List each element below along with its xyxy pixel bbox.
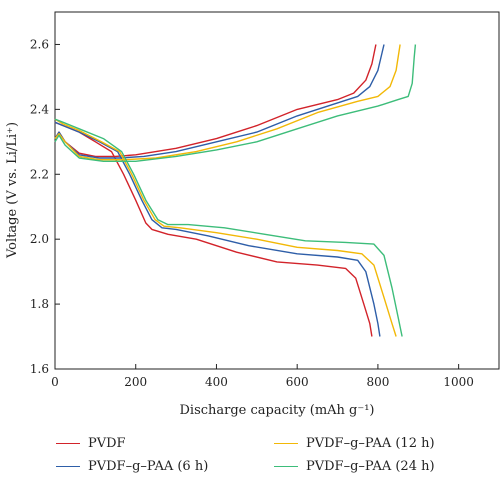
legend-item-pvdf-g-paa-24h: PVDF–g–PAA (24 h) — [274, 459, 435, 474]
ticks: 0 200 400 600 800 1000 1.6 1.8 2.0 2.2 2.4 2.6 — [30, 37, 474, 389]
y-tick-label: 1.8 — [30, 297, 49, 311]
legend-swatch-pvdf-g-paa-24h — [274, 466, 298, 467]
series-pvdf-g-paa-12h-charge-line — [54, 44, 401, 161]
series-pvdf-g-paa-24h-discharge-line — [54, 118, 403, 337]
legend-swatch-pvdf-g-paa-6h — [56, 466, 80, 467]
legend-item-pvdf-g-paa-12h: PVDF–g–PAA (12 h) — [274, 436, 435, 451]
x-axis-title: Discharge capacity (mAh g⁻¹) — [179, 403, 374, 418]
series-pvdf-discharge-line — [54, 121, 373, 337]
y-tick-label: 2.2 — [30, 167, 49, 181]
x-tick-label: 400 — [205, 375, 228, 389]
y-tick-label: 2.6 — [30, 37, 49, 51]
x-tick-label: 800 — [366, 375, 389, 389]
legend-swatch-pvdf — [56, 443, 80, 444]
series-lines — [54, 44, 417, 337]
x-tick-label: 0 — [51, 375, 59, 389]
legend-item-pvdf-g-paa-6h: PVDF–g–PAA (6 h) — [56, 459, 208, 474]
legend-label-pvdf-g-paa-24h: PVDF–g–PAA (24 h) — [306, 459, 435, 474]
legend-label-pvdf-g-paa-12h: PVDF–g–PAA (12 h) — [306, 436, 435, 451]
legend-swatch-pvdf-g-paa-12h — [274, 443, 298, 444]
y-tick-label: 1.6 — [30, 362, 49, 376]
plot-area — [54, 11, 500, 370]
series-pvdf-g-paa-6h-charge-line — [54, 44, 385, 159]
series-pvdf-g-paa-6h-discharge-line — [54, 121, 381, 337]
series-pvdf-charge-line — [54, 44, 377, 158]
x-tick-label: 600 — [286, 375, 309, 389]
y-tick-label: 2.4 — [30, 102, 49, 116]
legend-label-pvdf-g-paa-6h: PVDF–g–PAA (6 h) — [88, 459, 209, 474]
x-tick-label: 200 — [124, 375, 147, 389]
x-tick-label: 1000 — [443, 375, 474, 389]
legend: PVDF PVDF–g–PAA (6 h) PVDF–g–PAA (12 h) … — [0, 428, 500, 480]
series-pvdf-g-paa-24h-charge-line — [54, 44, 417, 162]
legend-label-pvdf: PVDF — [88, 436, 126, 451]
y-tick-label: 2.0 — [30, 232, 49, 246]
legend-item-pvdf: PVDF — [56, 436, 126, 451]
y-axis-title: Voltage (V vs. Li/Li⁺) — [5, 122, 20, 259]
series-pvdf-g-paa-12h-discharge-line — [54, 118, 397, 337]
